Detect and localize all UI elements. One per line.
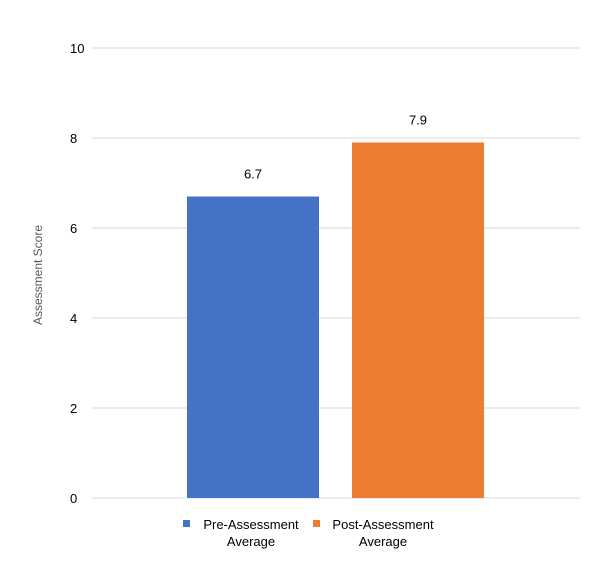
y-tick-label: 0 xyxy=(70,491,77,506)
legend-label: Pre-Assessment xyxy=(203,517,299,532)
y-axis-tick-labels: 0 2 4 6 8 10 xyxy=(70,41,84,506)
y-tick-label: 4 xyxy=(70,311,77,326)
legend-marker xyxy=(313,520,320,527)
y-axis-title: Assessment Score xyxy=(31,225,45,325)
bars xyxy=(187,142,484,498)
bar-post-assessment xyxy=(352,142,484,498)
data-label: 7.9 xyxy=(409,113,427,128)
legend-label: Average xyxy=(359,534,407,549)
y-tick-label: 10 xyxy=(70,41,84,56)
data-labels: 6.7 7.9 xyxy=(244,113,427,182)
legend: Pre-Assessment Average Post-Assessment Aver… xyxy=(183,517,434,549)
legend-label: Post-Assessment xyxy=(332,517,434,532)
legend-label: Average xyxy=(227,534,275,549)
data-label: 6.7 xyxy=(244,167,262,182)
gridlines xyxy=(92,47,580,499)
y-tick-label: 2 xyxy=(70,401,77,416)
y-tick-label: 6 xyxy=(70,221,77,236)
y-tick-label: 8 xyxy=(70,131,77,146)
legend-marker xyxy=(183,520,190,527)
bar-pre-assessment xyxy=(187,196,319,498)
